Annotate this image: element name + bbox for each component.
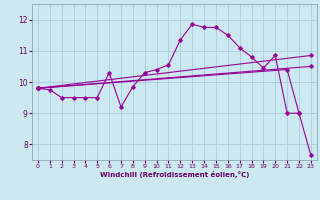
X-axis label: Windchill (Refroidissement éolien,°C): Windchill (Refroidissement éolien,°C) — [100, 171, 249, 178]
